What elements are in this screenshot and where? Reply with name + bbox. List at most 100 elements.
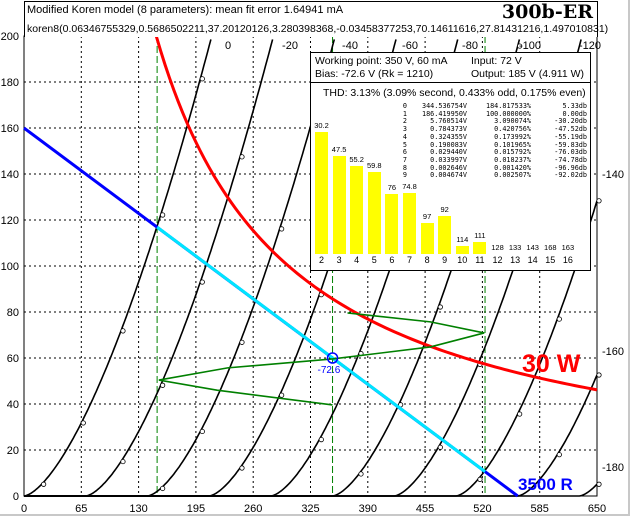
harmonic-number: 15 xyxy=(545,255,556,265)
harmonic-bar-label: 133 xyxy=(508,243,522,252)
load-line-swing xyxy=(156,225,486,473)
grid-voltage-curve xyxy=(24,483,598,497)
measured-point xyxy=(517,43,523,49)
harmonic-number: 2 xyxy=(318,255,324,265)
y-tick-label: 140 xyxy=(1,169,19,181)
harmonic-table-cell: -92.02db xyxy=(554,171,587,180)
thd-summary: THD: 3.13% (3.09% second, 0.433% odd, 0.… xyxy=(323,87,586,99)
input-level: Input: 72 V xyxy=(471,55,522,67)
grid-voltage-label: 0 xyxy=(225,40,231,52)
measured-point xyxy=(199,279,205,285)
distortion-panel: Working point: 350 V, 60 mA Input: 72 V … xyxy=(310,52,591,271)
x-tick-label: 455 xyxy=(416,503,434,515)
x-tick-label: 390 xyxy=(359,503,377,515)
harmonic-bar xyxy=(315,132,328,254)
harmonic-table-cell: 0.015792% xyxy=(494,148,531,157)
measured-point xyxy=(239,465,245,471)
harmonic-number: 16 xyxy=(562,255,573,265)
measured-point xyxy=(199,428,205,435)
measured-point xyxy=(556,316,562,322)
y-tick-label: 160 xyxy=(1,123,19,135)
measured-point xyxy=(160,382,166,388)
x-tick-label: 325 xyxy=(301,503,319,515)
harmonic-table-cell: 2 xyxy=(402,117,407,126)
harmonic-bar-label: 76 xyxy=(387,183,397,193)
harmonic-bar-label: 163 xyxy=(561,243,575,252)
x-tick-label: 585 xyxy=(531,503,549,515)
measured-point xyxy=(239,339,245,345)
harmonic-number: 13 xyxy=(510,255,521,265)
harmonic-number: 5 xyxy=(371,255,377,265)
measured-point xyxy=(437,444,443,450)
grid-voltage-label: -80 xyxy=(462,40,478,52)
harmonic-table-cell: 0 xyxy=(402,102,407,110)
operating-point-label: -72.6 xyxy=(318,365,341,376)
power-curve-label: 30 W xyxy=(522,350,581,378)
measured-point xyxy=(160,485,166,492)
grid-voltage-label: -140 xyxy=(602,169,624,181)
measured-point xyxy=(596,198,602,204)
harmonic-bar-label: 128 xyxy=(491,243,504,252)
harmonic-table-cell: 8 xyxy=(402,163,407,172)
harmonic-table-row: 1 186.419950V 100.000000% 0.00db xyxy=(395,110,587,119)
y-tick-label: 60 xyxy=(7,353,19,365)
harmonic-table-row: 9 0.004674V 0.002507% -92.02db xyxy=(395,172,587,180)
working-point: Working point: 350 V, 60 mA xyxy=(315,55,448,67)
measured-point xyxy=(517,411,523,417)
x-tick-label: 195 xyxy=(187,503,205,515)
harmonic-bar-label: 114 xyxy=(456,235,469,245)
x-tick-label: 130 xyxy=(129,503,147,515)
measured-point xyxy=(556,452,562,458)
harmonic-table-row: 8 0.002646V 0.001420% -96.96db xyxy=(395,163,587,173)
y-tick-label: 40 xyxy=(7,399,19,411)
model-header: Modified Koren model (8 parameters): mea… xyxy=(24,1,608,37)
harmonic-bar-label: 143 xyxy=(526,243,539,252)
harmonic-bar xyxy=(350,166,364,254)
harmonic-table-row: 6 0.029440V 0.015792% -76.03db xyxy=(395,149,587,157)
harmonic-table-cell: -47.52db xyxy=(554,125,587,134)
model-params-text: koren8(0.06346755329,0.5686502211,37.201… xyxy=(27,23,609,35)
harmonic-bar xyxy=(420,222,434,254)
harmonic-bar-label: 92 xyxy=(440,205,449,215)
harmonic-table-cell: 184.817533% xyxy=(485,102,531,110)
harmonic-table-cell: 0.324355V xyxy=(430,132,467,141)
harmonic-bar-label: 47.5 xyxy=(331,144,347,154)
harmonic-table-cell: -76.03db xyxy=(554,148,587,157)
harmonic-number: 8 xyxy=(424,255,430,265)
harmonic-table-cell: -96.96db xyxy=(554,163,587,172)
x-tick-label: 520 xyxy=(473,503,491,515)
harmonic-table-cell: 0.190083V xyxy=(430,140,467,149)
harmonic-table-row: 4 0.324355V 0.173992% -55.19db xyxy=(395,132,587,142)
grid-voltage-label: -180 xyxy=(602,462,624,474)
harmonic-table-cell: 5 xyxy=(402,140,407,149)
measured-point xyxy=(318,437,324,443)
harmonic-table-cell: 0.784373V xyxy=(430,125,467,134)
harmonic-table-cell: 0.004674V xyxy=(430,171,467,180)
x-tick-label: 0 xyxy=(21,503,27,515)
harmonic-number: 14 xyxy=(527,255,538,265)
harmonic-table-cell: -30.20db xyxy=(554,117,587,126)
harmonic-table-row: 2 5.760514V 3.090074% -30.20db xyxy=(395,118,587,126)
harmonic-number: 3 xyxy=(336,255,342,265)
harmonic-table-cell: -55.19db xyxy=(554,132,587,141)
harmonic-table-cell: 0.420756% xyxy=(494,125,531,134)
harmonic-table-cell: 0.173992% xyxy=(494,132,531,141)
harmonic-number: 10 xyxy=(457,255,468,265)
harmonic-bar xyxy=(403,192,416,254)
grid-voltage-label: -60 xyxy=(402,40,418,52)
harmonic-table-row: 3 0.784373V 0.420756% -47.52db xyxy=(395,125,587,134)
harmonic-table-cell: -74.78db xyxy=(554,155,587,164)
harmonic-bar xyxy=(455,246,469,254)
measured-point xyxy=(239,154,245,160)
harmonic-table-cell: -59.83db xyxy=(554,140,587,149)
harmonic-table-row: 7 0.033997V 0.018237% -74.78db xyxy=(395,155,587,165)
load-line-label: 3500 R xyxy=(518,475,573,494)
harmonic-table-cell: 3 xyxy=(402,125,407,134)
measured-point xyxy=(279,226,285,232)
harmonic-number: 4 xyxy=(354,255,360,265)
harmonic-table-cell: 0.033997V xyxy=(430,155,467,164)
harmonic-bar-label: 168 xyxy=(544,243,557,252)
harmonic-bar xyxy=(438,216,452,254)
x-tick-label: 260 xyxy=(244,503,262,515)
y-tick-label: 80 xyxy=(7,307,19,319)
